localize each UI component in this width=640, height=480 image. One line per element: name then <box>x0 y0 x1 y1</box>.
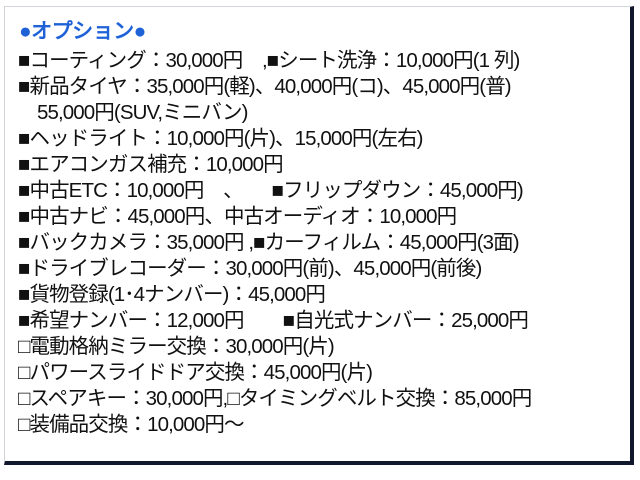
list-item: □パワースライドドア交換：45,000円(片) <box>18 361 373 384</box>
options-panel-content: ●オプション● ■コーティング：30,000円 ,■シート洗浄：10,000円(… <box>5 7 630 461</box>
options-list: ■コーティング：30,000円 ,■シート洗浄：10,000円(1 列) ■新品… <box>15 48 624 438</box>
options-panel: ●オプション● ■コーティング：30,000円 ,■シート洗浄：10,000円(… <box>4 6 634 465</box>
list-item: □電動格納ミラー交換：30,000円(片) <box>18 335 335 358</box>
list-item: ■ドライブレコーダー：30,000円(前)、45,000円(前後) <box>18 257 482 280</box>
list-item: ■中古ETC：10,000円 、 ■フリップダウン：45,000円) <box>18 179 524 202</box>
list-item: ■新品タイヤ：35,000円(軽)、40,000円(コ)、45,000円(普) <box>18 75 512 98</box>
list-item: □装備品交換：10,000円～ <box>18 413 244 436</box>
list-item: ■エアコンガス補充：10,000円 <box>18 153 284 176</box>
list-item: □スペアキー：30,000円,□タイミングベルト交換：85,000円 <box>18 387 532 410</box>
list-item: ■貨物登録(1･4ナンバー)：45,000円 <box>18 283 326 306</box>
list-item: ■ヘッドライト：10,000円(片)、15,000円(左右) <box>18 127 423 150</box>
page-title: ●オプション● <box>19 20 146 43</box>
list-item: ■中古ナビ：45,000円、中古オーディオ：10,000円 <box>18 205 457 228</box>
list-item: ■希望ナンバー：12,000円 ■自光式ナンバー：25,000円 <box>18 309 529 332</box>
list-item: ■バックカメラ：35,000円 ,■カーフィルム：45,000円(3面) <box>18 231 520 254</box>
list-item: ■コーティング：30,000円 ,■シート洗浄：10,000円(1 列) <box>18 49 520 72</box>
list-item: 55,000円(SUV,ミニバン) <box>37 101 248 124</box>
